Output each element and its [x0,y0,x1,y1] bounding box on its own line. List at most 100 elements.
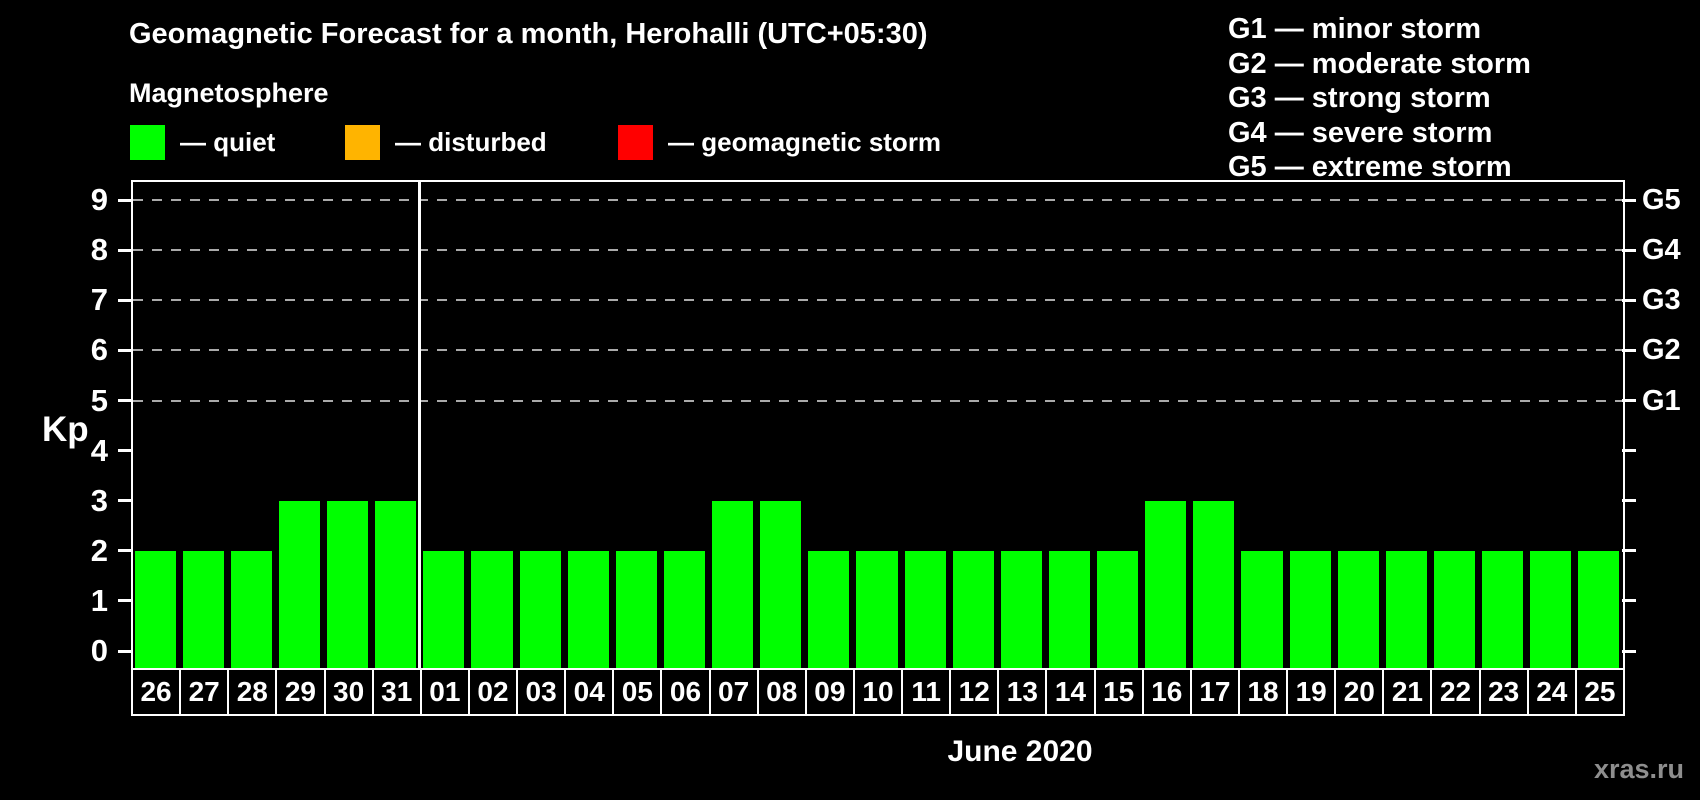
right-axis-label-g4: G4 [1642,234,1681,267]
bar-day-27 [182,550,224,668]
bar-day-14 [1048,550,1091,668]
day-label-20: 20 [1334,668,1383,716]
day-label-22: 22 [1430,668,1479,716]
day-label-11: 11 [901,668,950,716]
y-tick-label-9: 9 [90,182,108,218]
y-tick-left-8 [118,248,132,252]
bar-day-31 [375,500,417,668]
bar-day-26 [134,550,176,668]
y-tick-left-0 [118,649,132,653]
month-separator-line [418,182,422,668]
day-label-29: 29 [275,668,324,716]
quiet-color-swatch [130,125,165,160]
y-tick-left-7 [118,298,132,302]
y-tick-left-2 [118,549,132,553]
bar-day-17 [1193,500,1235,668]
bar-day-29 [278,500,320,668]
day-label-17: 17 [1189,668,1238,716]
gridline-kp5 [133,399,1623,402]
bar-day-25 [1578,550,1620,668]
y-tick-label-6: 6 [90,332,108,368]
bar-day-03 [519,550,561,668]
day-label-09: 09 [804,668,853,716]
g-scale-legend: G1 — minor storm G2 — moderate storm G3 … [1228,12,1531,185]
right-axis-line [1623,180,1625,668]
y-tick-left-9 [118,198,132,202]
bar-day-13 [1000,550,1042,668]
y-tick-left-4 [118,449,132,453]
day-label-04: 04 [564,668,613,716]
bar-day-01 [423,550,465,668]
day-label-25: 25 [1574,668,1625,716]
g2-legend-line: G2 — moderate storm [1228,47,1531,80]
legend-item-storm: — geomagnetic storm [618,125,941,160]
disturbed-color-swatch [345,125,380,160]
day-label-14: 14 [1045,668,1094,716]
y-tick-label-2: 2 [90,532,108,568]
bar-day-23 [1482,550,1524,668]
legend-label-quiet: — quiet [180,127,276,157]
right-axis-label-g2: G2 [1642,334,1681,367]
day-label-13: 13 [997,668,1046,716]
y-tick-right-4 [1622,449,1636,453]
chart-title: Geomagnetic Forecast for a month, Heroha… [129,18,928,50]
day-label-07: 07 [708,668,757,716]
day-label-03: 03 [516,668,565,716]
right-axis-label-g5: G5 [1642,184,1681,217]
gridline-kp6 [133,349,1623,352]
day-label-08: 08 [756,668,805,716]
bar-day-28 [230,550,272,668]
day-label-27: 27 [179,668,228,716]
day-label-02: 02 [467,668,517,716]
y-tick-right-1 [1622,599,1636,603]
day-label-15: 15 [1093,668,1142,716]
gridline-kp9 [133,199,1623,202]
bar-day-12 [952,550,994,668]
storm-color-swatch [618,125,653,160]
day-label-19: 19 [1286,668,1335,716]
bar-day-06 [663,550,706,668]
legend-title: Magnetosphere [129,78,329,108]
legend-item-disturbed: — disturbed [345,125,547,160]
day-label-16: 16 [1141,668,1190,716]
y-tick-label-8: 8 [90,232,108,268]
legend-label-storm: — geomagnetic storm [668,127,942,157]
y-tick-right-7 [1622,298,1636,302]
y-axis-line [131,180,133,668]
day-label-12: 12 [949,668,998,716]
day-label-26: 26 [131,668,180,716]
y-tick-left-6 [118,348,132,352]
g3-legend-line: G3 — strong storm [1228,82,1491,114]
plot-top-border [131,180,1625,182]
y-axis-title: Kp [42,410,89,449]
day-label-23: 23 [1478,668,1527,716]
g1-legend-line: G1 — minor storm [1228,13,1481,45]
x-axis-title: June 2020 [947,735,1093,768]
day-label-24: 24 [1526,668,1575,716]
gridline-kp8 [133,249,1623,252]
day-label-31: 31 [371,668,420,716]
y-tick-label-0: 0 [90,633,108,668]
bar-day-11 [904,550,946,668]
y-tick-label-3: 3 [90,482,108,518]
y-tick-left-3 [118,499,132,503]
bar-day-02 [471,550,513,668]
bar-day-08 [760,500,802,668]
bar-day-20 [1337,550,1379,668]
y-tick-right-6 [1622,348,1636,352]
bar-day-09 [808,550,850,668]
y-tick-right-9 [1622,198,1636,202]
bar-day-19 [1289,550,1331,668]
g5-legend-line: G5 — extreme storm [1228,151,1512,183]
y-tick-right-5 [1622,399,1636,402]
bar-day-10 [856,550,898,668]
y-tick-right-0 [1622,649,1636,653]
y-tick-label-1: 1 [90,582,108,618]
y-tick-label-4: 4 [90,432,108,468]
y-tick-left-5 [118,399,132,402]
y-tick-right-3 [1622,499,1636,503]
bar-day-15 [1097,550,1139,668]
g4-legend-line: G4 — severe storm [1228,116,1493,149]
y-tick-label-5: 5 [90,382,108,418]
